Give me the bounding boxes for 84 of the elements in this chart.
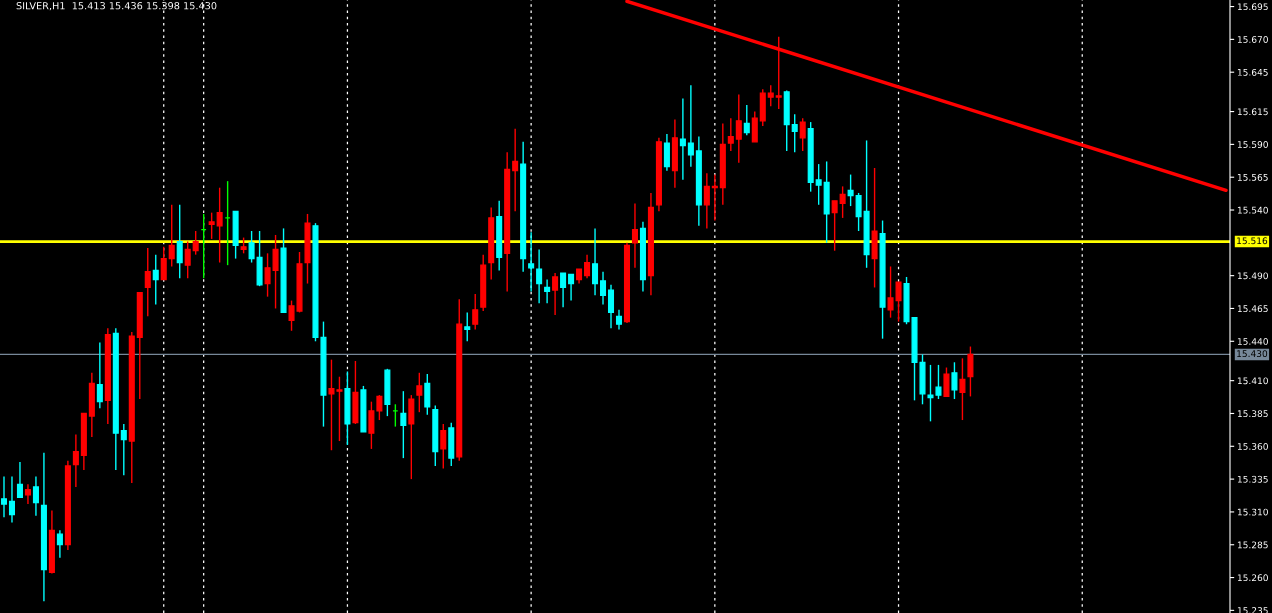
candlestick (967, 345, 974, 398)
candlestick (400, 390, 407, 459)
candlestick (416, 372, 423, 413)
y-tick-label: 15.235 (1237, 607, 1268, 613)
y-tick-label: 15.310 (1237, 508, 1268, 516)
candlestick (192, 230, 199, 256)
candlestick (847, 173, 854, 207)
candlestick (568, 273, 575, 302)
candlestick (560, 272, 567, 308)
y-tick-label: 15.410 (1237, 377, 1268, 385)
candlestick (599, 271, 607, 306)
candlestick (767, 84, 774, 108)
y-tick-label: 15.590 (1237, 141, 1268, 148)
y-tick-label: 15.615 (1237, 108, 1268, 116)
y-tick-label: 15.360 (1237, 443, 1268, 450)
candlestick (751, 110, 758, 143)
candlestick (464, 311, 471, 342)
candlestick (264, 252, 271, 298)
candlestick (184, 240, 191, 279)
candlestick (96, 341, 103, 409)
y-tick-label: 15.260 (1237, 574, 1268, 582)
candlestick (440, 423, 447, 470)
candlestick (631, 202, 638, 269)
candlestick (8, 475, 16, 524)
candlestick (607, 284, 615, 329)
y-tick-label: 15.645 (1237, 68, 1268, 76)
candlestick (512, 127, 519, 213)
candlestick (424, 373, 431, 416)
candlestick (472, 293, 479, 331)
candlestick (32, 475, 39, 517)
candlestick (592, 227, 599, 297)
candlestick (176, 204, 183, 279)
candlestick (120, 423, 127, 476)
candlestick (144, 247, 151, 318)
candlestick (216, 187, 223, 264)
ref-line-label: 15.516 (1237, 237, 1268, 245)
candlestick (24, 483, 31, 505)
y-tick-label: 15.465 (1237, 305, 1268, 313)
candlestick (72, 433, 79, 488)
candlestick (679, 97, 686, 181)
y-tick-label: 15.490 (1237, 272, 1268, 280)
candlestick (536, 248, 543, 304)
candlestick (552, 272, 559, 316)
candlestick (152, 253, 159, 306)
candlestick (160, 246, 167, 281)
candlestick (368, 400, 375, 450)
candlestick (775, 36, 782, 110)
chart-title: SILVER,H1 15.413 15.436 15.398 15.430 (16, 2, 217, 11)
candlestick (528, 231, 535, 293)
y-tick-label: 15.540 (1237, 206, 1268, 214)
candlestick (735, 93, 742, 164)
y-tick-label: 15.440 (1237, 338, 1268, 345)
candlestick (839, 185, 846, 219)
y-tick-label: 15.565 (1237, 173, 1268, 181)
candlestick (208, 211, 215, 240)
candlestick (248, 230, 255, 264)
candlestick (727, 117, 734, 152)
candlestick (0, 475, 8, 518)
candlestick (855, 192, 862, 232)
y-tick-label: 15.385 (1237, 410, 1268, 418)
candlestick (951, 361, 958, 400)
candlestick (168, 204, 175, 268)
candlestick (743, 104, 750, 136)
candlestick (272, 234, 279, 310)
candlestick (56, 529, 63, 559)
ref-line-label: 15.430 (1237, 350, 1268, 358)
candlestick (943, 366, 950, 398)
candlestick (376, 394, 383, 421)
y-tick-label: 15.285 (1237, 541, 1268, 549)
y-tick-label: 15.335 (1237, 475, 1268, 483)
candlestick (703, 172, 710, 230)
candlestick (615, 309, 623, 331)
candlestick (791, 113, 798, 153)
candlestick (544, 278, 551, 304)
y-tick-label: 15.670 (1237, 36, 1268, 43)
candlestick (16, 461, 23, 499)
candlestick (584, 253, 591, 279)
candlestick (663, 133, 670, 172)
candlestick (959, 357, 966, 421)
candlestick (687, 84, 694, 168)
candlestick (815, 163, 822, 206)
y-tick-label: 15.695 (1237, 3, 1268, 11)
candlestick (831, 200, 838, 252)
candlestick (799, 117, 806, 152)
